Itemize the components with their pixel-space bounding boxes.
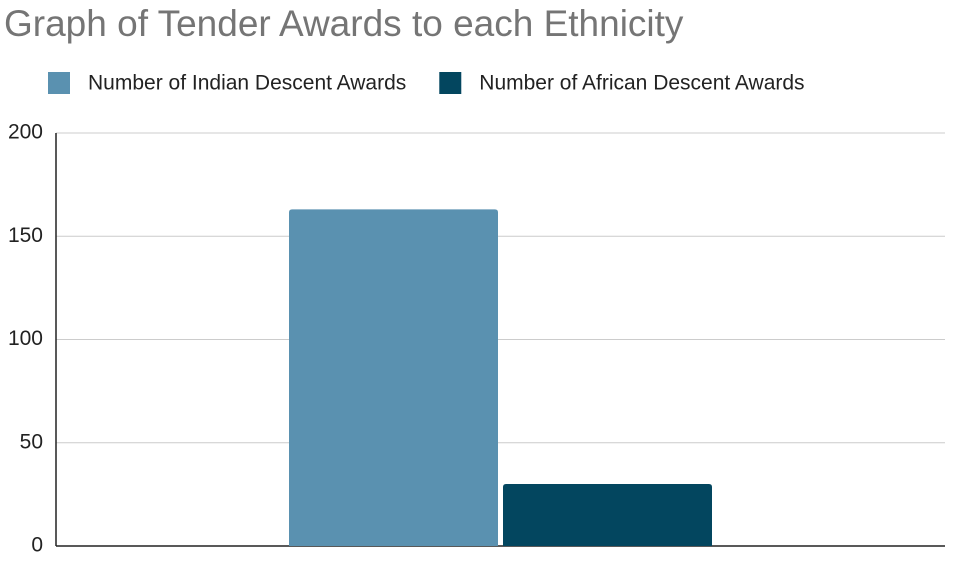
y-tick-label: 0: [31, 534, 43, 557]
chart-title: Graph of Tender Awards to each Ethnicity: [4, 3, 684, 44]
y-tick-label: 150: [8, 224, 43, 247]
y-tick-label: 50: [20, 430, 43, 453]
bar: [289, 209, 498, 546]
bar: [503, 484, 712, 546]
y-tick-label: 100: [8, 327, 43, 350]
legend-label: Number of Indian Descent Awards: [88, 72, 406, 95]
legend-swatch: [439, 72, 462, 94]
legend-swatch: [48, 72, 70, 94]
y-tick-label: 200: [8, 121, 43, 144]
legend-label: Number of African Descent Awards: [479, 72, 804, 95]
